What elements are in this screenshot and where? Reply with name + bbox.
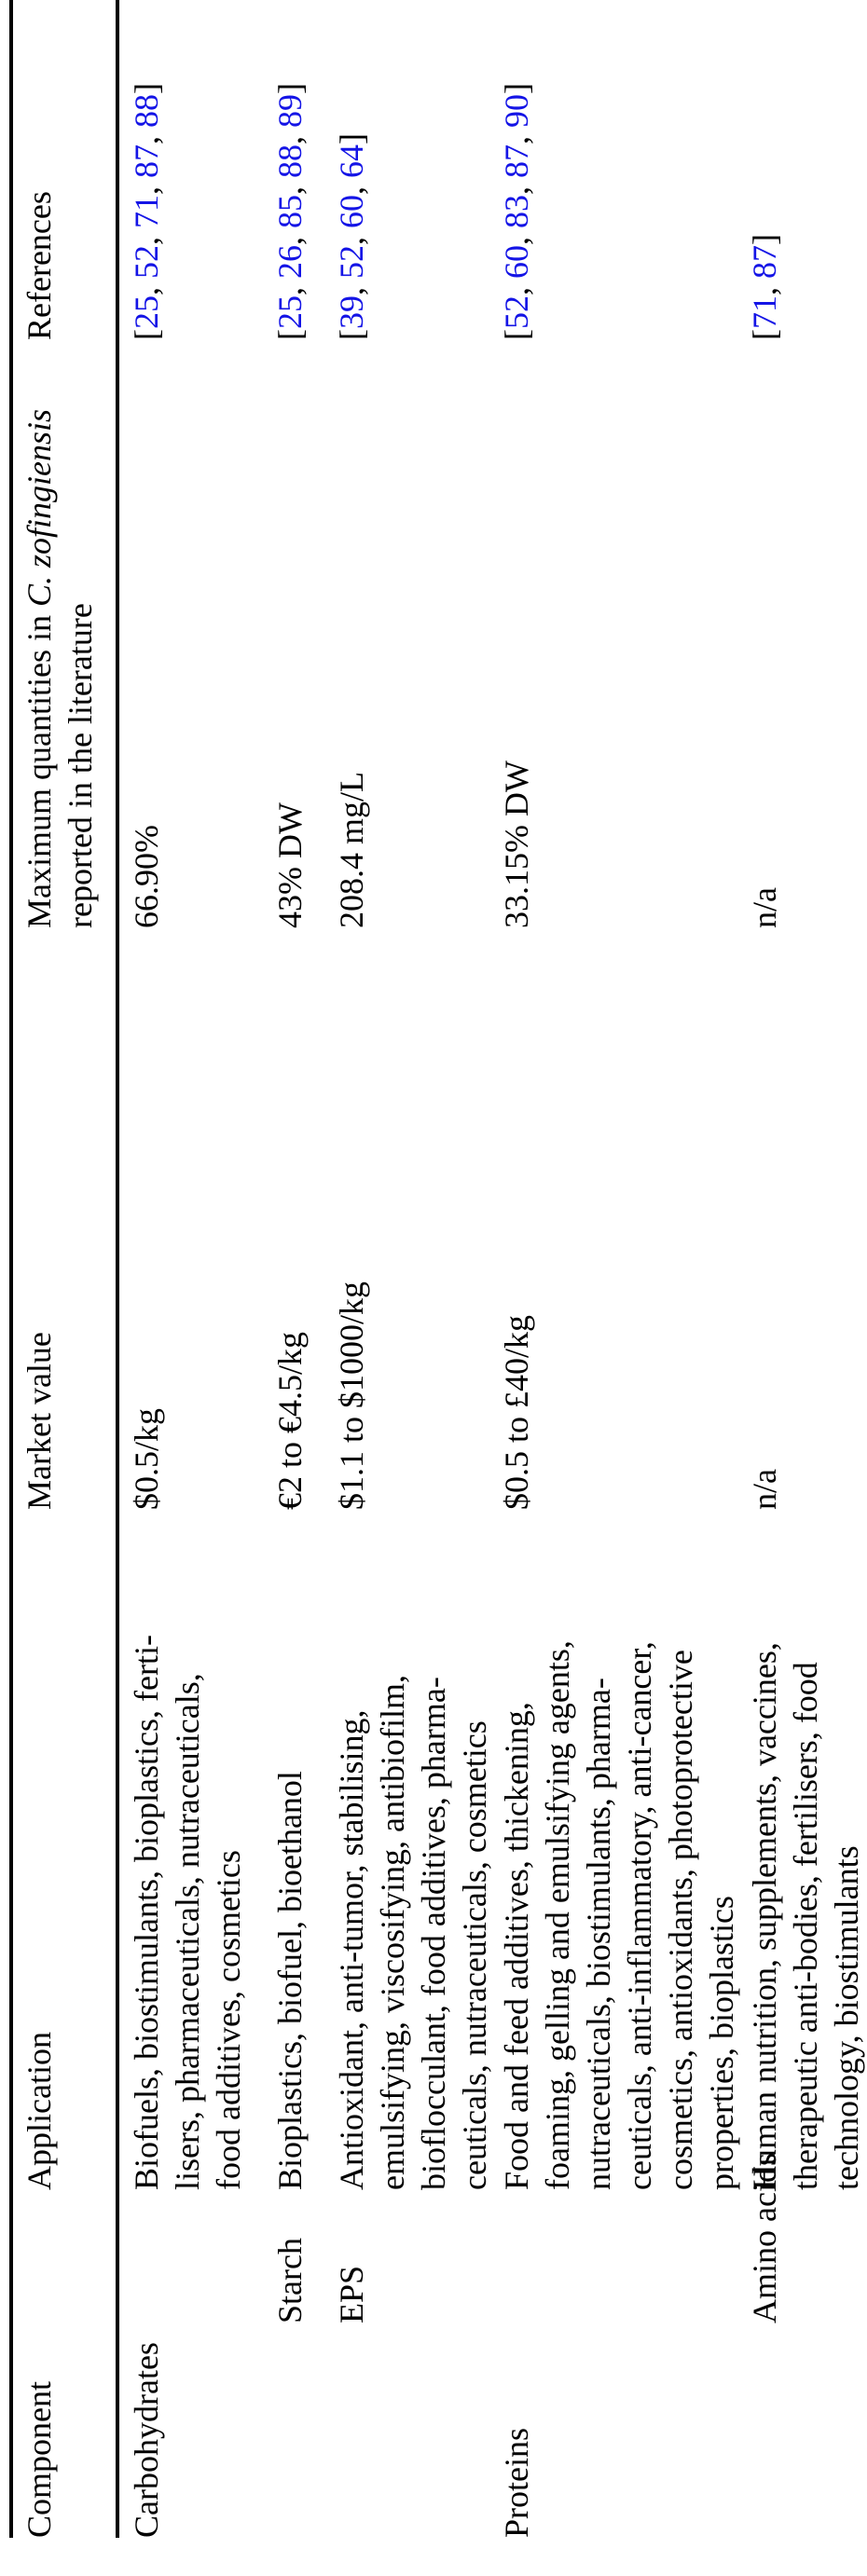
table-header-rule	[116, 0, 119, 2538]
citation-link[interactable]: 60	[498, 245, 535, 279]
column-header-component: Component	[21, 2381, 58, 2538]
citation-link[interactable]: 25	[128, 295, 165, 329]
application-cell: Antioxidant, anti-tumor, stabilising, em…	[333, 1675, 493, 2190]
component-cell: Carbohydrates	[128, 2342, 165, 2538]
application-cell: Food and feed additives, thickening, foa…	[498, 1640, 740, 2190]
references-cell: [25, 26, 85, 88, 89]	[271, 83, 309, 340]
max-quantities-header-text: Maximum quantities in	[21, 607, 58, 928]
citation-link[interactable]: 39	[333, 295, 370, 329]
max-quantity-cell: 43% DW	[271, 802, 309, 928]
citation-link[interactable]: 25	[271, 295, 309, 329]
column-header-references: References	[21, 191, 58, 340]
citation-link[interactable]: 71	[128, 195, 165, 228]
component-cell: Starch	[271, 2238, 309, 2323]
citation-link[interactable]: 88	[128, 94, 165, 128]
component-cell: EPS	[333, 2265, 370, 2323]
max-quantity-cell: n/a	[746, 887, 783, 928]
citation-link[interactable]: 52	[333, 245, 370, 279]
application-cell: Bioplastics, biofuel, bioethanol	[271, 1771, 309, 2190]
table-top-rule	[9, 0, 13, 2538]
citation-link[interactable]: 83	[498, 195, 535, 228]
column-header-market-value: Market value	[21, 1332, 58, 1510]
references-cell: [52, 60, 83, 87, 90]	[498, 83, 535, 340]
max-quantity-cell: 66.90%	[128, 825, 165, 928]
citation-link[interactable]: 90	[498, 94, 535, 128]
max-quantity-cell: 33.15% DW	[498, 760, 535, 928]
market-value-cell: $1.1 to $1000/kg	[333, 1281, 370, 1510]
citation-link[interactable]: 87	[746, 245, 783, 279]
max-quantities-header-line2: reported in the literature	[62, 603, 99, 928]
citation-link[interactable]: 88	[271, 144, 309, 178]
citation-link[interactable]: 87	[498, 144, 535, 178]
citation-link[interactable]: 26	[271, 245, 309, 279]
citation-link[interactable]: 60	[333, 195, 370, 228]
component-cell: Proteins	[498, 2427, 535, 2538]
citation-link[interactable]: 87	[128, 144, 165, 178]
citation-link[interactable]: 71	[746, 295, 783, 329]
species-name-italic: C. zofingiensis	[21, 408, 58, 608]
market-value-cell: €2 to €4.5/kg	[271, 1331, 309, 1510]
market-value-cell: $0.5 to £40/kg	[498, 1314, 535, 1510]
citation-link[interactable]: 64	[333, 144, 370, 178]
market-value-cell: $0.5/kg	[128, 1407, 165, 1510]
column-header-application: Application	[21, 2032, 58, 2190]
column-header-max-quantities: Maximum quantities in C. zofingiensis rep…	[19, 409, 101, 928]
max-quantity-cell: 208.4 mg/L	[333, 772, 370, 928]
citation-link[interactable]: 85	[271, 195, 309, 228]
citation-link[interactable]: 89	[271, 94, 309, 128]
citation-link[interactable]: 52	[498, 295, 535, 329]
references-cell: [25, 52, 71, 87, 88]	[128, 83, 165, 340]
market-value-cell: n/a	[746, 1469, 783, 1510]
references-cell: [39, 52, 60, 64]	[333, 133, 370, 340]
references-cell: [71, 87]	[746, 234, 783, 340]
citation-link[interactable]: 52	[128, 245, 165, 279]
application-cell: Biofuels, biostimulants, bioplastics, fe…	[128, 1635, 247, 2190]
application-cell: Human nutrition, supplements, vaccines, …	[746, 1642, 865, 2190]
